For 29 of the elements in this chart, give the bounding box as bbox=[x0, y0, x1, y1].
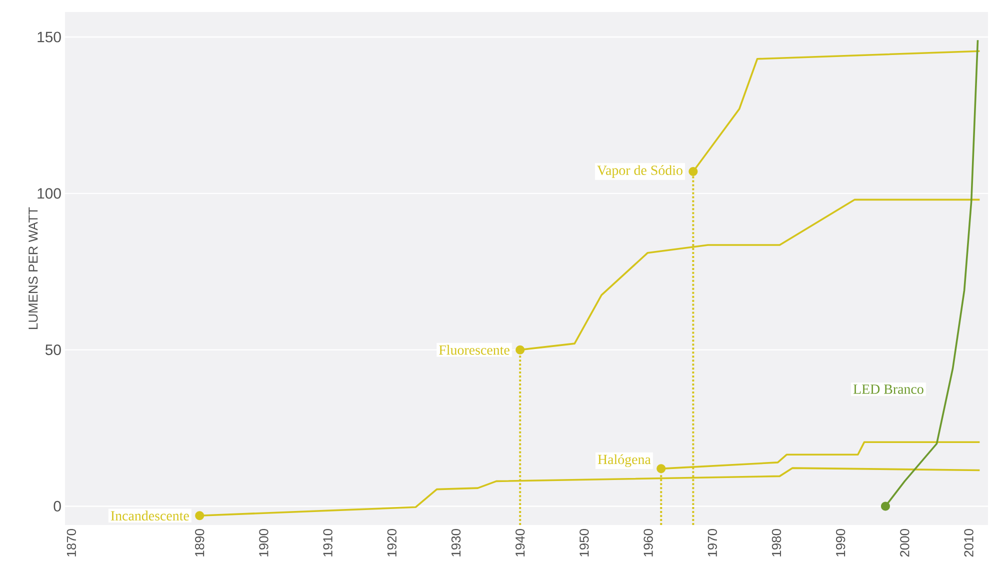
x-tick-label: 1890 bbox=[195, 529, 204, 556]
x-tick-label: 1870 bbox=[66, 529, 76, 556]
x-tick-label: 1970 bbox=[708, 529, 717, 556]
x-tick-label: 2000 bbox=[900, 529, 910, 557]
x-tick-label: 1950 bbox=[580, 529, 589, 556]
series-label: Fluorescente bbox=[439, 344, 510, 355]
point bbox=[656, 464, 666, 474]
point bbox=[195, 511, 204, 520]
y-tick-label: 50 bbox=[45, 344, 61, 356]
series-label: Vapor de Sódio bbox=[597, 165, 682, 178]
point bbox=[880, 502, 890, 511]
point bbox=[688, 167, 698, 176]
x-tick-label: 1900 bbox=[259, 529, 268, 556]
x-tick-label: 1940 bbox=[516, 529, 525, 556]
y-axis-title: LUMENS PER WATT bbox=[28, 207, 38, 329]
x-tick-label: 1910 bbox=[323, 529, 332, 556]
x-tick-label: 2010 bbox=[964, 529, 974, 557]
y-tick-label: 0 bbox=[54, 500, 61, 512]
x-tick-label: 1920 bbox=[387, 529, 396, 556]
x-tick-label: 1960 bbox=[644, 529, 653, 556]
x-tick-label: 1980 bbox=[772, 529, 782, 556]
series-label: Incandescente bbox=[110, 510, 189, 521]
x-tick-label: 1930 bbox=[451, 529, 461, 556]
point bbox=[516, 345, 525, 354]
series-label: Halógena bbox=[598, 454, 651, 468]
series-label: LED Branco bbox=[853, 384, 924, 394]
x-tick-label: 1990 bbox=[836, 529, 846, 556]
y-tick-label: 100 bbox=[38, 188, 61, 199]
y-tick-label: 150 bbox=[38, 32, 61, 42]
